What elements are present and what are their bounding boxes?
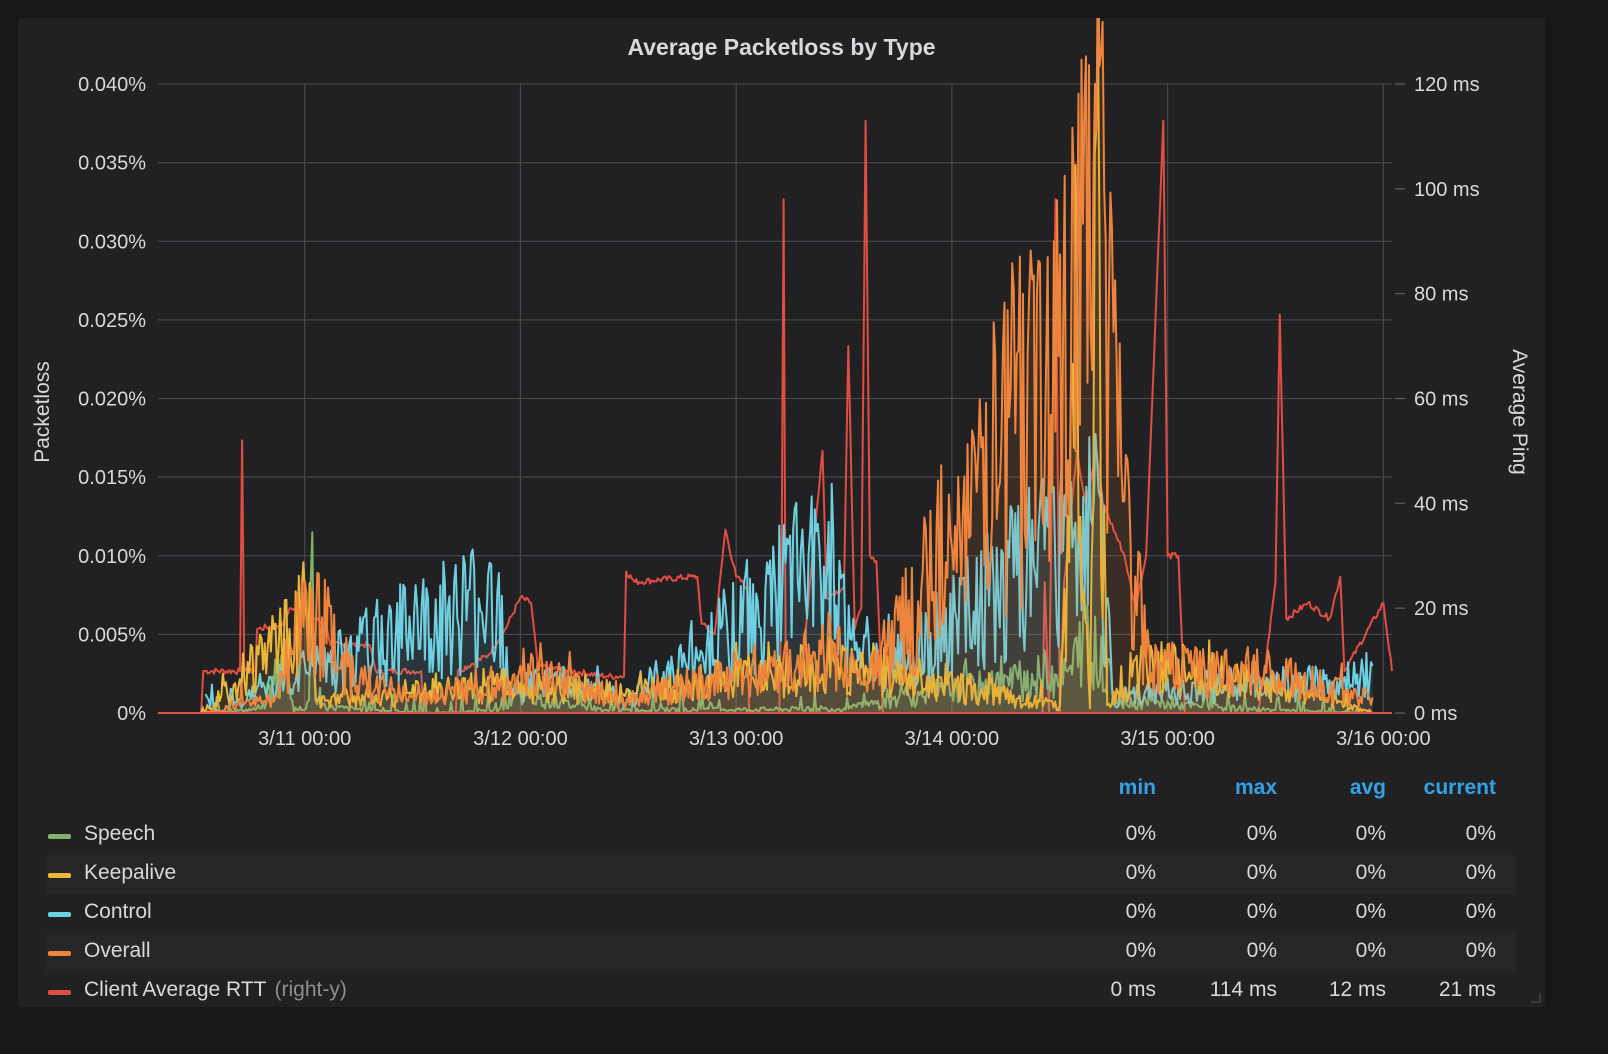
x-tick-label: 3/15 00:00 [1120,728,1215,750]
legend-series-name: Control [84,900,152,923]
x-tick-label: 3/16 00:00 [1336,728,1431,750]
legend-color-swatch[interactable] [48,873,71,878]
series-group [158,18,1393,714]
y-tick-label-right: 40 ms [1414,493,1468,515]
legend-value-current: 0% [1465,939,1496,962]
y-tick-label-right: 120 ms [1414,74,1480,96]
legend-item[interactable]: Control 0% 0% 0% 0% [46,894,1516,933]
legend-item[interactable]: Speech 0% 0% 0% 0% [46,816,1516,855]
y-tick-label-left: 0.020% [78,389,146,411]
legend-value-max: 0% [1246,861,1277,884]
y-tick-label-left: 0.015% [78,467,146,489]
x-tick-label: 3/14 00:00 [905,728,1000,750]
legend-value-min: 0% [1125,861,1156,884]
y-axis-left-label: Packetloss [31,361,54,463]
series-area-control [205,434,1373,713]
legend-value-min: 0 ms [1110,978,1156,1001]
legend-value-max: 114 ms [1209,978,1277,1001]
y-tick-label-left: 0.035% [78,153,146,175]
resize-handle[interactable] [1531,993,1541,1003]
y-tick-label-left: 0.005% [78,624,146,646]
legend-color-swatch[interactable] [48,990,71,995]
graph-panel: Average Packetloss by Type 0% 0.005% 0.010… [18,18,1545,1007]
legend-item[interactable]: Client Average RTT (right-y) 0 ms 114 ms 12 … [46,972,1516,1011]
legend-value-avg: 0% [1355,939,1386,962]
legend-label[interactable]: Keepalive [84,861,176,885]
chart-svg[interactable]: 0% 0.005% 0.010% 0.015% 0.020% 0.025% 0.030% 0.… [18,18,1545,758]
legend-color-swatch[interactable] [48,951,71,956]
legend-color-swatch[interactable] [48,834,71,839]
legend-value-avg: 0% [1355,822,1386,845]
legend-color-swatch[interactable] [48,912,71,917]
legend-value-max: 0% [1246,900,1277,923]
legend-value-min: 0% [1125,900,1156,923]
legend-value-avg: 12 ms [1328,978,1386,1001]
legend-value-current: 21 ms [1438,978,1496,1001]
legend-axis-suffix: (right-y) [274,978,347,1001]
legend-label[interactable]: Client Average RTT (right-y) [84,978,347,1002]
legend-header-avg[interactable]: avg [1349,776,1386,799]
y-tick-label-right: 100 ms [1414,179,1480,201]
panel-title[interactable]: Average Packetloss by Type [627,34,936,60]
legend-value-max: 0% [1246,939,1277,962]
legend-value-current: 0% [1465,822,1496,845]
x-tick-label: 3/11 00:00 [258,728,351,750]
y-axis-left: 0% 0.005% 0.010% 0.015% 0.020% 0.025% 0.030% 0.… [78,74,146,725]
y-axis-right-label: Average Ping [1508,349,1531,475]
legend-value-current: 0% [1465,900,1496,923]
legend-item[interactable]: Keepalive 0% 0% 0% 0% [46,855,1516,894]
x-tick-label: 3/12 00:00 [473,728,568,750]
grid-lines [158,83,1392,714]
legend-item[interactable]: Overall 0% 0% 0% 0% [46,933,1516,972]
legend-header-current[interactable]: current [1423,776,1496,799]
legend-value-avg: 0% [1355,861,1386,884]
legend-label[interactable]: Speech [84,822,155,846]
legend-series-name: Client Average RTT [84,978,267,1001]
y-tick-label-right: 60 ms [1414,389,1468,411]
legend-value-min: 0% [1125,939,1156,962]
y-tick-label-left: 0.040% [78,74,146,96]
legend-label[interactable]: Overall [84,939,151,963]
y-axis-right: 0 ms 20 ms 40 ms 60 ms 80 ms 100 ms 120 ms [1395,74,1480,725]
legend-series-name: Speech [84,822,156,845]
legend-value-current: 0% [1465,861,1496,884]
x-axis: 3/11 00:00 3/12 00:00 3/13 00:00 3/14 00:00… [258,728,1430,750]
y-tick-label-left: 0.010% [78,546,146,568]
legend-value-min: 0% [1125,822,1156,845]
y-tick-label-left: 0.030% [78,231,146,253]
legend-value-max: 0% [1246,822,1277,845]
series-area-overall [201,18,1373,713]
y-tick-label-right: 20 ms [1414,598,1468,620]
legend-value-avg: 0% [1355,900,1386,923]
y-tick-label-left: 0.025% [78,310,146,332]
legend-header-min[interactable]: min [1118,776,1156,799]
y-tick-label-right: 0 ms [1414,703,1457,725]
x-tick-label: 3/13 00:00 [689,728,784,750]
legend-header-max[interactable]: max [1234,776,1277,799]
series-line-overall [200,18,1374,714]
legend-series-name: Keepalive [84,861,177,884]
legend-series-name: Overall [84,939,151,962]
y-tick-label-right: 80 ms [1414,284,1468,306]
series-area-keepalive [201,32,1373,713]
legend-label[interactable]: Control [84,900,152,924]
y-tick-label-left: 0% [117,703,146,725]
